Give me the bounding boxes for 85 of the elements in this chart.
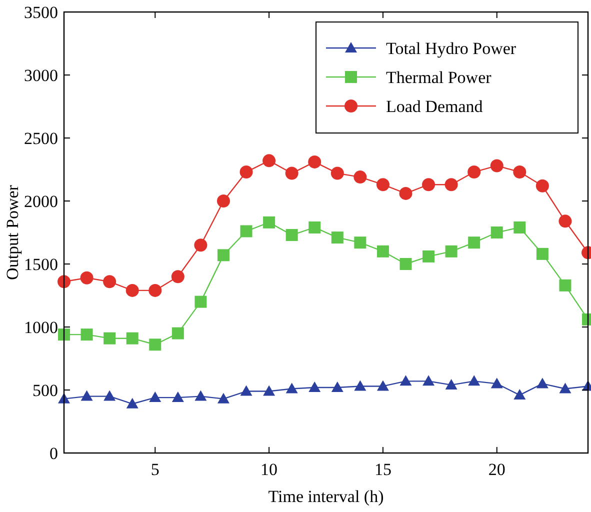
y-tick-label: 3000 (24, 66, 58, 85)
point (354, 170, 367, 184)
x-tick-label: 5 (150, 460, 160, 479)
y-tick-label: 0 (50, 444, 58, 463)
point (217, 392, 230, 404)
point (58, 275, 70, 288)
point (58, 328, 70, 341)
point (194, 390, 207, 401)
point (490, 378, 503, 388)
point (216, 194, 230, 208)
point (263, 216, 276, 228)
point (354, 236, 366, 249)
point (468, 236, 480, 249)
point (263, 385, 276, 396)
y-tick-label: 500 (32, 381, 58, 400)
point (308, 221, 321, 234)
point (445, 245, 458, 258)
point (536, 179, 549, 192)
point (171, 270, 184, 284)
point (444, 178, 458, 192)
point (490, 159, 504, 172)
point (468, 166, 481, 179)
y-axis-title: Output Power (3, 184, 22, 280)
point (308, 155, 322, 168)
point (80, 390, 93, 401)
point (400, 375, 412, 386)
point (331, 381, 344, 392)
y-tick-label: 1000 (24, 318, 58, 337)
point (468, 375, 480, 386)
point (536, 248, 548, 260)
point (558, 214, 572, 228)
point (240, 385, 252, 396)
point (376, 380, 389, 391)
point (308, 381, 321, 392)
point (194, 238, 208, 252)
point (422, 375, 435, 386)
point (126, 398, 138, 408)
point (126, 284, 139, 297)
point (286, 229, 298, 242)
point (490, 226, 503, 238)
point (399, 186, 412, 200)
point (559, 382, 572, 394)
point (376, 178, 390, 192)
point (80, 328, 93, 341)
y-tick-label: 2500 (24, 129, 58, 148)
point (514, 389, 526, 400)
point (217, 249, 230, 262)
point (149, 392, 162, 402)
point (422, 250, 435, 262)
point (126, 332, 138, 344)
point (80, 271, 94, 284)
point (514, 221, 526, 234)
point (331, 232, 344, 244)
point (240, 166, 253, 179)
y-tick-label: 3500 (24, 3, 58, 22)
point (513, 166, 526, 179)
point (354, 380, 366, 391)
point (559, 279, 572, 292)
point (104, 332, 116, 344)
x-tick-label: 15 (374, 460, 392, 479)
point (172, 327, 184, 340)
y-tick-label: 1500 (24, 255, 58, 274)
legend-label: Total Hydro Power (386, 39, 516, 58)
point (285, 166, 298, 180)
y-tick-label: 2000 (24, 192, 58, 211)
legend-label: Load Demand (386, 97, 484, 116)
point (172, 392, 184, 402)
point (104, 390, 116, 401)
point (422, 178, 436, 192)
point (149, 338, 162, 351)
point (194, 296, 207, 308)
point (286, 382, 298, 394)
point (330, 166, 344, 180)
x-tick-label: 10 (260, 460, 278, 479)
point (148, 284, 162, 297)
point (240, 225, 252, 238)
point (262, 154, 276, 168)
x-tick-label: 20 (488, 460, 506, 479)
point (376, 245, 389, 258)
legend-label: Thermal Power (386, 68, 492, 87)
x-axis-title: Time interval (h) (268, 487, 384, 506)
point (536, 378, 548, 388)
point (400, 258, 412, 270)
point (445, 378, 458, 390)
point (103, 275, 116, 288)
